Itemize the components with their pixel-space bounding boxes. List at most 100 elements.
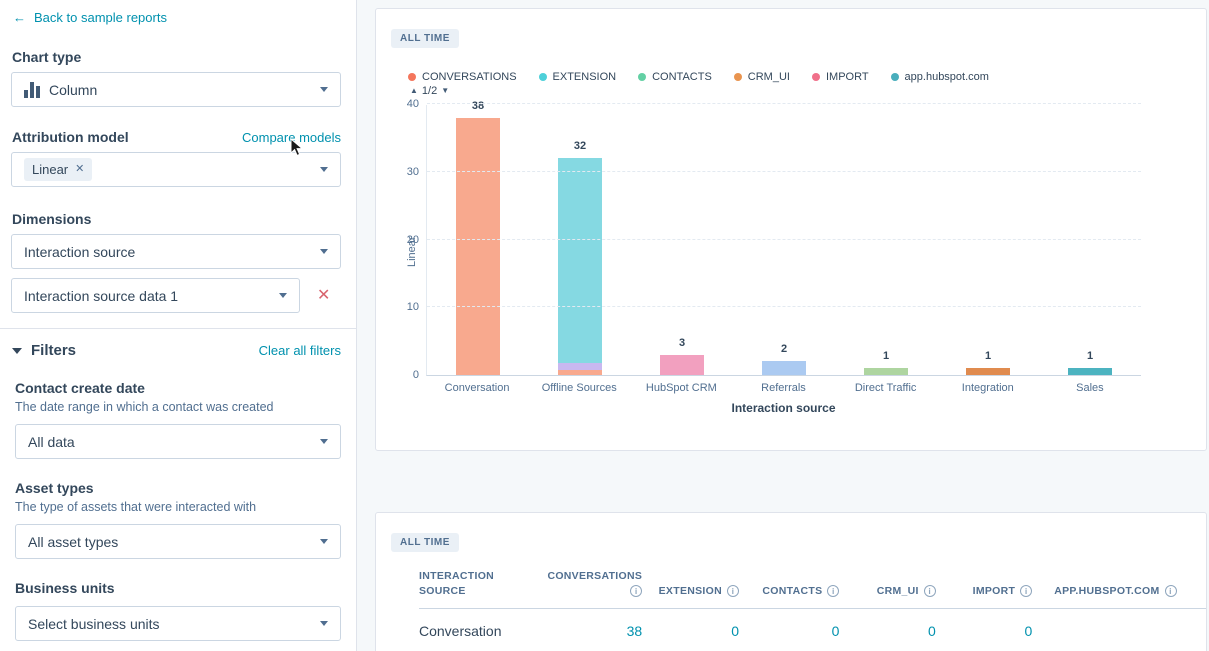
value-cell: 0 [739, 608, 840, 651]
bar-value-label: 1 [984, 350, 992, 363]
bar-segment [864, 368, 908, 375]
info-icon[interactable]: i [923, 585, 936, 598]
info-icon[interactable]: i [827, 585, 840, 598]
bar-stack [660, 354, 704, 375]
bar-offline-sources[interactable]: 32 [529, 105, 631, 375]
bar-stack [558, 158, 602, 375]
back-link[interactable]: ← Back to sample reports [13, 10, 356, 25]
filter-group-title: Business units [15, 580, 115, 596]
legend-label: IMPORT [825, 71, 869, 83]
column-header[interactable]: CONVERSATIONS i [543, 569, 643, 610]
category-label: Referrals [761, 382, 806, 394]
column-chart-icon [24, 81, 40, 98]
clear-all-filters-link[interactable]: Clear all filters [258, 343, 341, 358]
bar-stack [966, 368, 1010, 375]
x-axis-categories: Conversation Offline Sources HubSpot CRM Re… [426, 382, 1141, 394]
legend-dot-icon [638, 73, 647, 81]
column-header[interactable]: CONTACTS i [739, 569, 840, 610]
business-units-select[interactable]: Select business units [15, 606, 341, 641]
bar-value-label: 3 [678, 336, 686, 349]
attribution-model-label: Attribution model [12, 129, 129, 145]
bar-segment [558, 362, 602, 371]
filter-group-contact-create-date: Contact create date The date range in wh… [15, 380, 341, 459]
compare-models-link[interactable]: Compare models [242, 130, 341, 145]
value-cell: 0 [839, 608, 936, 651]
table-row: Conversation 38 0 0 0 0 [419, 608, 1206, 651]
caret-down-icon [12, 347, 22, 354]
column-header[interactable]: CRM_UI i [839, 569, 936, 610]
bar-conversation[interactable]: 38 [427, 100, 529, 375]
bar-segment [966, 368, 1010, 375]
x-axis-label: Interaction source [731, 401, 836, 415]
bar-segment [1068, 368, 1112, 375]
category-label: Integration [961, 382, 1014, 394]
info-icon[interactable]: i [1164, 585, 1177, 598]
bar-hubspot-crm[interactable]: 3 [631, 105, 733, 375]
remove-dimension-button[interactable]: ✕ [317, 286, 331, 304]
bar-stack [456, 117, 500, 375]
chevron-down-icon [320, 87, 328, 92]
y-tick-label: 40 [406, 98, 419, 110]
bars-row: 38 32 3 2 1 1 1 [427, 100, 1141, 375]
value-link[interactable]: 0 [731, 623, 740, 640]
legend-item[interactable]: CONTACTS [638, 71, 712, 83]
value-cell: 0 [642, 608, 740, 651]
attribution-model-header: Attribution model Compare models [12, 129, 341, 145]
legend-item[interactable]: CONVERSATIONS [408, 71, 517, 83]
table-card: ALL TIME INTERACTION SOURCE CONVERSATIONS… [375, 512, 1207, 651]
column-header-label: IMPORT [972, 585, 1016, 598]
dimension-secondary-value: Interaction source data 1 [24, 287, 179, 304]
filter-group-subtitle: The type of assets that were interacted … [15, 500, 257, 514]
remove-tag-icon[interactable]: ✕ [75, 163, 85, 175]
info-icon[interactable]: i [727, 585, 740, 598]
report-preview-area: ALL TIME CONVERSATIONS EXTENSION CONTACTS C… [357, 0, 1209, 651]
legend-item[interactable]: EXTENSION [538, 71, 616, 83]
model-tag: Linear ✕ [24, 158, 93, 181]
column-header[interactable]: IMPORT i [935, 569, 1033, 610]
y-tick-label: 20 [406, 233, 419, 246]
y-tick-label: 10 [406, 301, 419, 314]
category-label: Sales [1076, 382, 1104, 394]
bar-segment [660, 354, 704, 375]
value-link[interactable]: 38 [626, 623, 643, 640]
legend-label: CRM_UI [747, 71, 790, 83]
value-cell [1032, 608, 1206, 651]
chart-type-select[interactable]: Column [11, 72, 341, 107]
y-tick-label: 30 [406, 165, 419, 178]
dimension-primary-select[interactable]: Interaction source [11, 234, 341, 269]
column-header[interactable]: INTERACTION SOURCE [419, 569, 544, 610]
value-link[interactable]: 0 [927, 623, 936, 640]
legend-dot-icon [733, 73, 742, 81]
bar-direct-traffic[interactable]: 1 [835, 105, 937, 375]
attribution-model-select[interactable]: Linear ✕ [11, 152, 341, 187]
bar-integration[interactable]: 1 [937, 105, 1039, 375]
legend-page-up-icon[interactable]: ▲ [410, 86, 418, 95]
value-link[interactable]: 0 [1024, 623, 1033, 640]
business-units-value: Select business units [28, 615, 160, 632]
dimension-secondary-select[interactable]: Interaction source data 1 [11, 278, 300, 313]
column-header[interactable]: EXTENSION i [642, 569, 740, 610]
contact-create-date-select[interactable]: All data [15, 424, 341, 459]
filter-group-business-units: Business units Select business units [15, 580, 341, 641]
info-icon[interactable]: i [630, 585, 643, 598]
legend-item[interactable]: CRM_UI [733, 71, 790, 83]
info-icon[interactable]: i [1020, 585, 1033, 598]
filter-group-subtitle: The date range in which a contact was cr… [15, 400, 274, 414]
chevron-down-icon [320, 539, 328, 544]
legend-item[interactable]: app.hubspot.com [890, 71, 989, 83]
bar-sales[interactable]: 1 [1039, 105, 1141, 375]
legend-label: CONTACTS [652, 71, 712, 83]
filters-header: Filters Clear all filters [12, 342, 341, 359]
column-header[interactable]: APP.HUBSPOT.COM i [1032, 569, 1206, 610]
chevron-down-icon [320, 439, 328, 444]
chart-card: ALL TIME CONVERSATIONS EXTENSION CONTACTS C… [375, 8, 1207, 451]
asset-types-select[interactable]: All asset types [15, 524, 341, 559]
bar-referrals[interactable]: 2 [733, 105, 835, 375]
legend-item[interactable]: IMPORT [811, 71, 869, 83]
value-link[interactable]: 0 [831, 623, 840, 640]
legend-page-down-icon[interactable]: ▼ [441, 86, 450, 95]
bar-stack [1068, 368, 1112, 375]
data-table: INTERACTION SOURCE CONVERSATIONSi EXTENSIO… [419, 569, 1206, 651]
filters-toggle[interactable]: Filters [12, 342, 76, 359]
bar-segment [762, 361, 806, 375]
